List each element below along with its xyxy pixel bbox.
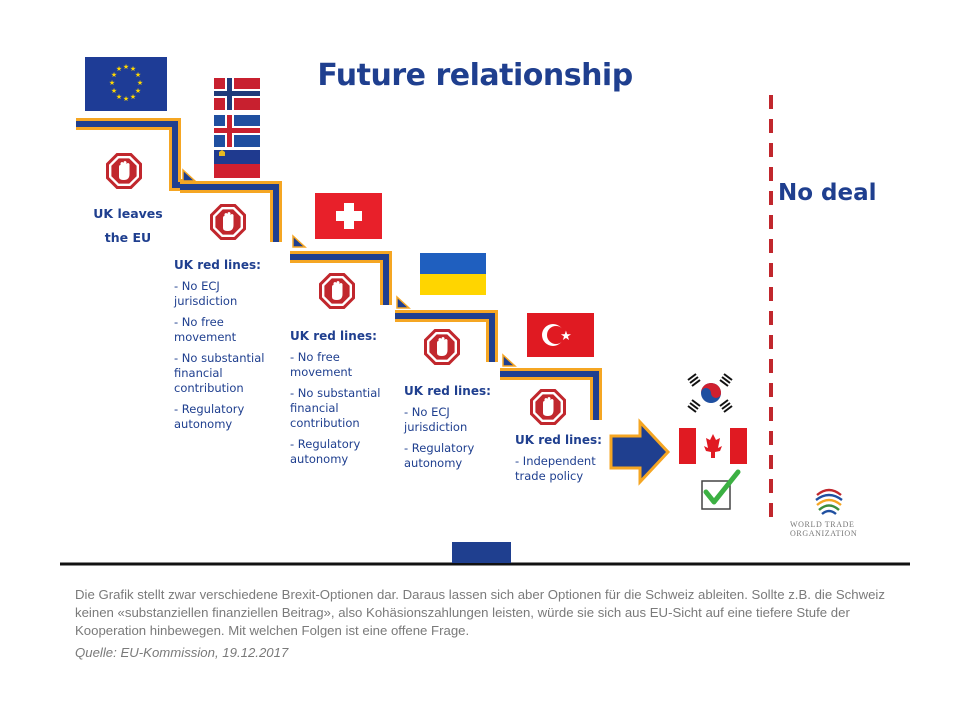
red-line-item: - Regulatory autonomy: [174, 402, 245, 431]
step-2: [180, 181, 307, 248]
stop-sign-icon: [210, 204, 246, 240]
wto-label-line: ORGANIZATION: [790, 529, 858, 538]
source-text: Quelle: EU-Kommission, 19.12.2017: [75, 645, 289, 660]
red-line-item: - Regulatory autonomy: [290, 437, 361, 466]
stop-sign-icon: [530, 389, 566, 425]
south-korea-flag: [682, 373, 740, 413]
red-lines-heading: UK red lines:: [515, 433, 602, 447]
red-line-item: - No ECJ jurisdiction: [174, 279, 238, 308]
uk-leaves-line: UK leaves: [93, 206, 163, 221]
ukraine-flag: [420, 253, 486, 295]
svg-text:★: ★: [137, 79, 143, 87]
liechtenstein-flag: [214, 150, 260, 178]
canada-flag: [679, 428, 747, 464]
svg-text:★: ★: [116, 65, 122, 73]
red-lines-heading: UK red lines:: [404, 384, 491, 398]
svg-text:★: ★: [111, 87, 117, 95]
iceland-flag: [214, 115, 260, 147]
uk-leaves-line: the EU: [104, 230, 152, 245]
staircase: [76, 118, 602, 420]
caption-text: Die Grafik stellt zwar verschiedene Brex…: [75, 587, 885, 638]
step-3: [290, 251, 411, 309]
slide-tab: [452, 542, 511, 563]
right-arrow-icon: [609, 418, 671, 486]
svg-text:★: ★: [130, 65, 136, 73]
stop-sign-icon: [424, 329, 460, 365]
step-5: [500, 368, 602, 420]
svg-text:★: ★: [116, 93, 122, 101]
svg-text:★: ★: [109, 79, 115, 87]
switzerland-flag: [315, 193, 382, 239]
red-line-item: - No substantial financial contribution: [290, 386, 381, 430]
page-title: Future relationship: [317, 58, 633, 93]
svg-text:★: ★: [135, 71, 141, 79]
no-deal-label: No deal: [778, 180, 877, 206]
wto-logo: [815, 488, 843, 515]
red-line-item: - No free movement: [174, 315, 237, 344]
red-lines-block: UK red lines: - Independent trade policy: [515, 433, 611, 490]
svg-text:★: ★: [123, 63, 129, 71]
norway-flag: [214, 78, 260, 110]
stop-sign-icon: [106, 153, 142, 189]
svg-text:★: ★: [123, 95, 129, 103]
red-lines-block: UK red lines: - No free movement - No su…: [290, 329, 386, 473]
red-lines-block: UK red lines: - No ECJ jurisdiction - No…: [174, 258, 286, 438]
red-line-item: - No free movement: [290, 350, 353, 379]
red-lines-block: UK red lines: - No ECJ jurisdiction - Re…: [404, 384, 500, 477]
red-line-item: - No ECJ jurisdiction: [404, 405, 468, 434]
red-line-item: - No substantial financial contribution: [174, 351, 265, 395]
red-line-item: - Independent trade policy: [515, 454, 596, 483]
svg-text:★: ★: [560, 329, 572, 344]
wto-label: WORLD TRADE ORGANIZATION: [790, 520, 880, 538]
red-line-item: - Regulatory autonomy: [404, 441, 475, 470]
red-lines-heading: UK red lines:: [290, 329, 377, 343]
eu-flag: ★ ★★ ★★★ ★★★ ★★★: [85, 57, 167, 111]
wto-label-line: WORLD TRADE: [790, 520, 855, 529]
checkmark-icon: [701, 469, 741, 510]
svg-text:★: ★: [135, 87, 141, 95]
red-lines-heading: UK red lines:: [174, 258, 261, 272]
turkey-flag: ★: [527, 313, 594, 357]
uk-leaves-label: UK leaves the EU: [82, 202, 174, 250]
stop-sign-icon: [319, 273, 355, 309]
svg-text:★: ★: [111, 71, 117, 79]
step-4: [395, 310, 517, 367]
svg-text:★: ★: [130, 93, 136, 101]
